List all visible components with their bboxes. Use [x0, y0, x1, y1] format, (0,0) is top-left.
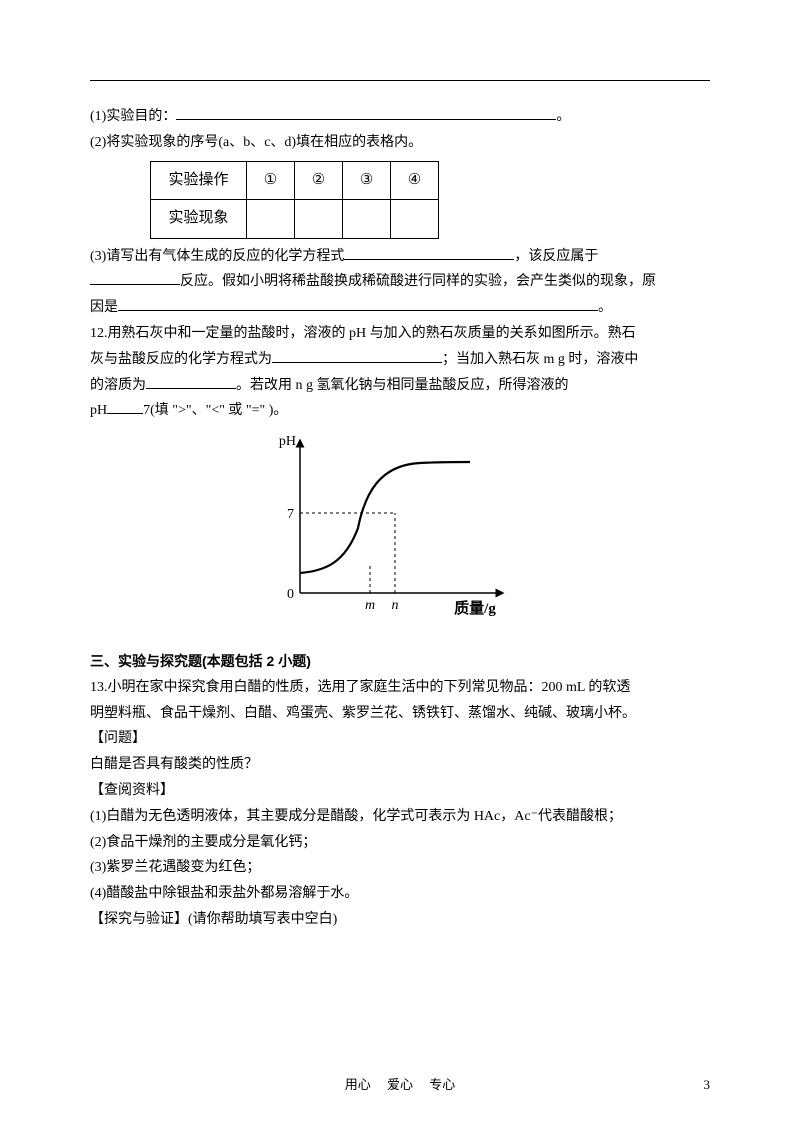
- resource-4: (4)醋酸盐中除银盐和汞盐外都易溶解于水。: [90, 882, 710, 906]
- wenti-text: 白醋是否具有酸类的性质？: [90, 753, 710, 777]
- cell: ②: [295, 161, 343, 200]
- q13-lineb: 明塑料瓶、食品干燥剂、白醋、鸡蛋壳、紫罗兰花、锈铁钉、蒸馏水、纯碱、玻璃小杯。: [90, 702, 710, 726]
- cell: ④: [391, 161, 439, 200]
- page-number: 3: [704, 1074, 711, 1096]
- cell: ③: [343, 161, 391, 200]
- q11-p3c: 反应。假如小明将稀盐酸换成稀硫酸进行同样的实验，会产生类似的现象，原: [180, 274, 656, 289]
- cell-header: 实验现象: [151, 200, 247, 239]
- ph-chart-wrap: pH 7 0 m n 质量/g: [90, 433, 710, 642]
- top-rule: [90, 80, 710, 81]
- q11-p3b: ，该反应属于: [514, 249, 598, 264]
- cell: [391, 200, 439, 239]
- q12-line4: pH 7(填 ">"、"<" 或 "=" )。: [90, 399, 710, 423]
- table-row: 实验操作 ① ② ③ ④: [151, 161, 439, 200]
- q12-p1e: 。若改用 n g 氢氧化钠与相同量盐酸反应，所得溶液的: [236, 378, 569, 393]
- q11-p2-text: (2)将实验现象的序号(a、b、c、d)填在相应的表格内。: [90, 135, 422, 150]
- svg-text:7: 7: [287, 507, 294, 522]
- blank-11-3b: [90, 271, 180, 285]
- cell: [247, 200, 295, 239]
- q11-part3-line3: 因是 。: [90, 296, 710, 320]
- footer-t1: 用心: [345, 1077, 371, 1092]
- page-footer: 用心 爱心 专心 3: [0, 1074, 800, 1096]
- q12-p1c: ；当加入熟石灰 m g 时，溶液中: [442, 352, 638, 367]
- svg-text:pH: pH: [279, 434, 296, 449]
- blank-11-3a: [344, 246, 514, 260]
- resource-2: (2)食品干燥剂的主要成分是氧化钙；: [90, 831, 710, 855]
- tanjiu-heading: 【探究与验证】(请你帮助填写表中空白): [90, 908, 710, 932]
- q11-part3-line2: 反应。假如小明将稀盐酸换成稀硫酸进行同样的实验，会产生类似的现象，原: [90, 270, 710, 294]
- q11-p3e: 。: [598, 300, 612, 315]
- q11-part2: (2)将实验现象的序号(a、b、c、d)填在相应的表格内。: [90, 131, 710, 155]
- table-row: 实验现象: [151, 200, 439, 239]
- resource-3: (3)紫罗兰花遇酸变为红色；: [90, 856, 710, 880]
- q12-p1b: 灰与盐酸反应的化学方程式为: [90, 352, 272, 367]
- svg-text:质量/g: 质量/g: [454, 599, 496, 617]
- resource-1: (1)白醋为无色透明液体，其主要成分是醋酸，化学式可表示为 HAc，Ac⁻代表醋…: [90, 805, 710, 829]
- blank-11-3c: [118, 297, 598, 311]
- experiment-table: 实验操作 ① ② ③ ④ 实验现象: [150, 161, 439, 239]
- q12-p1d: 的溶质为: [90, 378, 146, 393]
- svg-text:0: 0: [287, 587, 294, 602]
- q11-part3-line1: (3)请写出有气体生成的反应的化学方程式 ，该反应属于: [90, 245, 710, 269]
- wenti-heading: 【问题】: [90, 727, 710, 751]
- blank-12-3: [107, 400, 143, 414]
- chayue-heading: 【查阅资料】: [90, 779, 710, 803]
- blank-12-2: [146, 375, 236, 389]
- svg-text:n: n: [392, 598, 399, 613]
- q11-part1: (1)实验目的： 。: [90, 105, 710, 129]
- footer-t2: 爱心: [387, 1077, 413, 1092]
- blank-11-1: [176, 106, 556, 120]
- q12-line1: 12.用熟石灰中和一定量的盐酸时，溶液的 pH 与加入的熟石灰质量的关系如图所示…: [90, 322, 710, 346]
- footer-t3: 专心: [429, 1077, 455, 1092]
- q11-p3d: 因是: [90, 300, 118, 315]
- q12-line3: 的溶质为 。若改用 n g 氢氧化钠与相同量盐酸反应，所得溶液的: [90, 374, 710, 398]
- q11-p1-prefix: (1)实验目的：: [90, 109, 176, 124]
- cell: [343, 200, 391, 239]
- q12-line2: 灰与盐酸反应的化学方程式为 ；当加入熟石灰 m g 时，溶液中: [90, 348, 710, 372]
- q12-p1g: 7(填 ">"、"<" 或 "=" )。: [143, 403, 287, 418]
- cell: [295, 200, 343, 239]
- q13-linea: 13.小明在家中探究食用白醋的性质，选用了家庭生活中的下列常见物品：200 mL…: [90, 676, 710, 700]
- q11-p3a: (3)请写出有气体生成的反应的化学方程式: [90, 249, 344, 264]
- blank-12-1: [272, 349, 442, 363]
- cell: ①: [247, 161, 295, 200]
- cell-header: 实验操作: [151, 161, 247, 200]
- q12-p1f: pH: [90, 403, 107, 418]
- q12-p1a: 12.用熟石灰中和一定量的盐酸时，溶液的 pH 与加入的熟石灰质量的关系如图所示…: [90, 326, 636, 341]
- q11-p1-suffix: 。: [556, 109, 570, 124]
- section3-heading: 三、实验与探究题(本题包括 2 小题): [90, 650, 710, 674]
- ph-chart: pH 7 0 m n 质量/g: [270, 433, 530, 633]
- svg-text:m: m: [365, 598, 375, 613]
